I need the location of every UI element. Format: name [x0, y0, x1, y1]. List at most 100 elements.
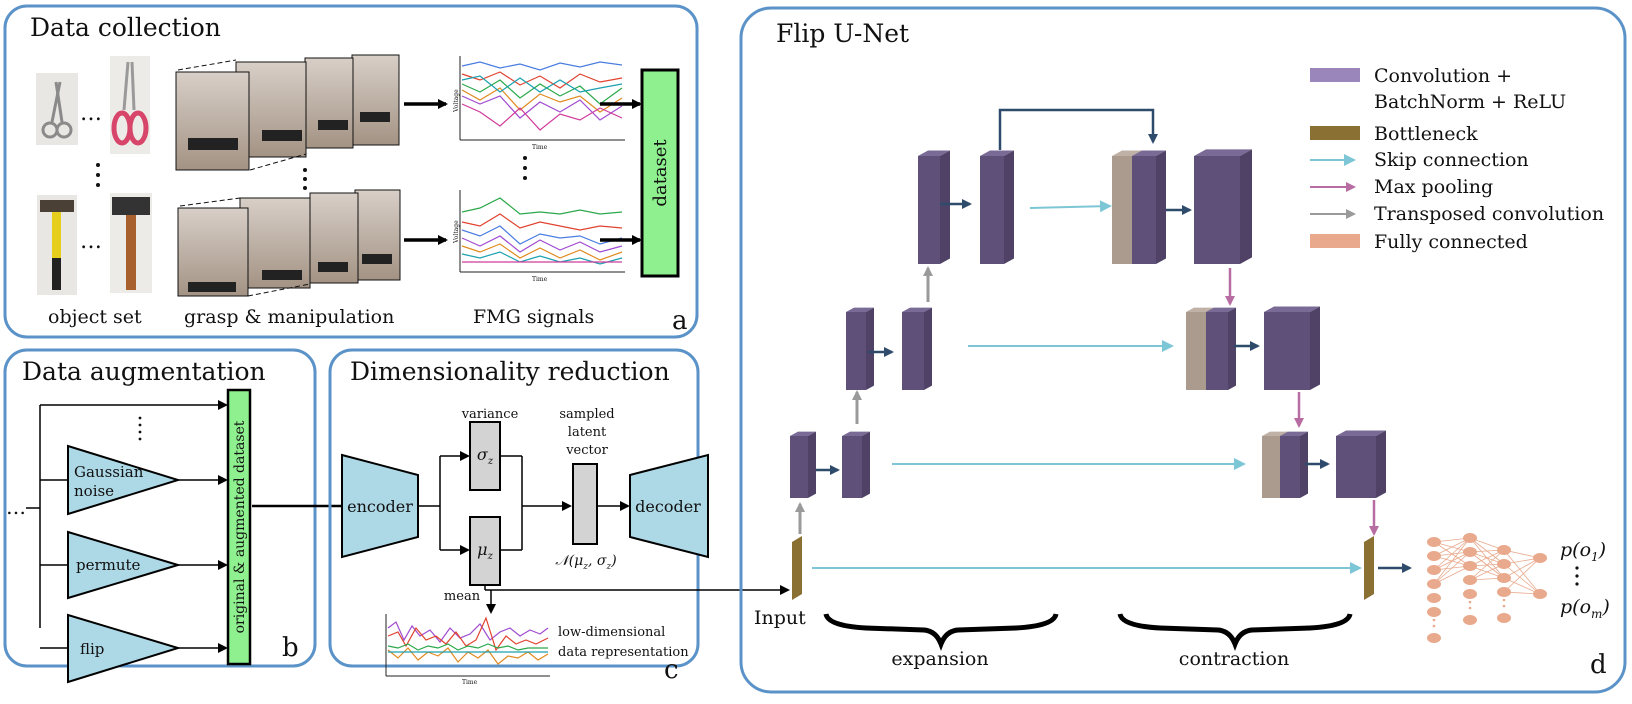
fc-ellipsis-dot: [1502, 598, 1506, 602]
augmented-dataset-label: original & augmented dataset: [232, 420, 248, 633]
low-dim-plot-xlabel: Time: [462, 679, 478, 686]
variance-label: variance: [461, 407, 519, 422]
fc-neuron: [1497, 613, 1511, 623]
conv-block-c1a: [1280, 431, 1308, 498]
object-h-ellipsis-2: …: [80, 229, 102, 254]
sampled-latent-line-3: vector: [565, 443, 608, 458]
low-dim-caption-2: data representation: [558, 645, 689, 660]
fmg-plot-top-ylabel: Voltage: [453, 89, 460, 113]
panel-c-dimensionality-reduction: Dimensionality reduction encoder varianc…: [328, 348, 785, 686]
object-set: … … object set: [36, 56, 152, 328]
legend-transposed: Transposed convolution: [1374, 203, 1604, 225]
grasp-photo-main: [175, 71, 250, 171]
fc-neuron: [1533, 553, 1547, 563]
encoder-block: [341, 453, 419, 559]
contraction-label: contraction: [1179, 648, 1289, 670]
mu-label: μz: [477, 540, 493, 562]
fc-ellipsis-dot: [1432, 624, 1436, 628]
panel-a-letter: a: [672, 306, 688, 336]
mean-label: mean: [444, 589, 481, 604]
legend-conv-line-1: Convolution +: [1374, 65, 1512, 87]
fc-ellipsis-dot: [1502, 604, 1506, 608]
dataset-label: dataset: [650, 139, 671, 207]
conv-block-e2a: [846, 307, 874, 390]
fc-neuron: [1427, 593, 1441, 603]
fc-edge: [1433, 565, 1471, 585]
fc-neuron: [1533, 589, 1547, 599]
fmg-plot-bottom: Voltage Time: [453, 190, 625, 283]
input-label: Input: [754, 607, 806, 629]
normal-distribution-label: 𝒩(μz, σz): [555, 553, 616, 572]
low-dim-plot: Time: [385, 614, 550, 686]
fc-neuron: [1463, 589, 1477, 599]
sigma-box: [469, 421, 501, 491]
object-v-ellipsis: [96, 163, 100, 187]
permute-block: [67, 530, 182, 600]
fc-edge: [1469, 549, 1505, 581]
panel-d-border: [739, 6, 1627, 694]
fmg-plot-bottom-ylabel: Voltage: [453, 220, 460, 244]
panel-d-title: Flip U-Net: [776, 19, 909, 48]
fc-edge: [1433, 551, 1471, 585]
fc-neuron: [1497, 573, 1511, 583]
fc-edge: [1503, 577, 1541, 595]
grasp-photos-bottom: [177, 189, 401, 297]
fc-neuron: [1427, 537, 1441, 547]
hammer-icon: [40, 200, 74, 290]
maxpool-arrows: [1225, 268, 1379, 536]
fmg-plot-top: Voltage Time: [453, 56, 625, 151]
fmg-plot-top-xlabel: Time: [532, 144, 548, 151]
legend-skip: Skip connection: [1374, 149, 1529, 171]
fc-edge: [1433, 537, 1471, 557]
panel-c-title: Dimensionality reduction: [350, 357, 670, 386]
low-dim-caption-1: low-dimensional: [558, 625, 665, 640]
fc-neuron: [1497, 545, 1511, 555]
fc-neuron: [1427, 565, 1441, 575]
decoder-label: decoder: [635, 497, 701, 516]
fc-neuron: [1427, 579, 1441, 589]
fc-neuron: [1463, 561, 1477, 571]
signal-v-ellipsis: [523, 156, 527, 180]
fc-edge: [1503, 557, 1541, 593]
legend-swatch-bottleneck: [1310, 126, 1360, 140]
unet-blocks: [790, 149, 1386, 498]
panel-d-letter: d: [1590, 650, 1607, 680]
flip-label: flip: [80, 640, 104, 658]
skip-arrows: [812, 200, 1362, 574]
encoder-label: encoder: [347, 497, 413, 516]
fc-ellipsis-dot: [1468, 606, 1472, 610]
scissors-icon: [41, 81, 73, 139]
panel-a-title: Data collection: [30, 13, 221, 42]
fully-connected-network: [1427, 533, 1547, 643]
conv-block-c1b: [1336, 430, 1386, 498]
panel-a-data-collection: Data collection …: [3, 4, 699, 339]
flip-block: [67, 613, 182, 684]
legend: Convolution + BatchNorm + ReLU Bottlenec…: [1310, 65, 1604, 253]
panel-a-border: [3, 4, 699, 339]
grasp-v-ellipsis: [303, 168, 307, 190]
fc-edge: [1503, 563, 1541, 595]
contraction-brace: [1117, 613, 1353, 651]
grasp-photo-hammer: [177, 207, 249, 297]
panel-b-border: [3, 348, 317, 668]
output-bottleneck: [1364, 536, 1374, 600]
caption-fmg-signals: FMG signals: [473, 306, 594, 328]
mu-box: [469, 516, 501, 586]
sampled-latent-line-1: sampled: [559, 407, 614, 422]
legend-conv-line-2: BatchNorm + ReLU: [1374, 91, 1566, 113]
red-scissors-icon: [111, 61, 149, 146]
conv-block-c3a: [1132, 150, 1166, 264]
output-v-ellipsis: [1575, 566, 1579, 586]
grasp-photos-top: [175, 54, 400, 171]
permute-label: permute: [76, 556, 141, 574]
panel-b-left-ellipsis: …: [6, 495, 26, 519]
augmented-dataset-box: [226, 388, 252, 666]
legend-fc: Fully connected: [1374, 231, 1528, 253]
output-prob-top: p(o1): [1560, 539, 1606, 564]
fc-ellipsis-dot: [1432, 618, 1436, 622]
transposed-arrows: [795, 266, 933, 534]
legend-swatch-conv: [1310, 68, 1360, 82]
fc-neuron: [1497, 587, 1511, 597]
fc-edge: [1503, 557, 1541, 579]
